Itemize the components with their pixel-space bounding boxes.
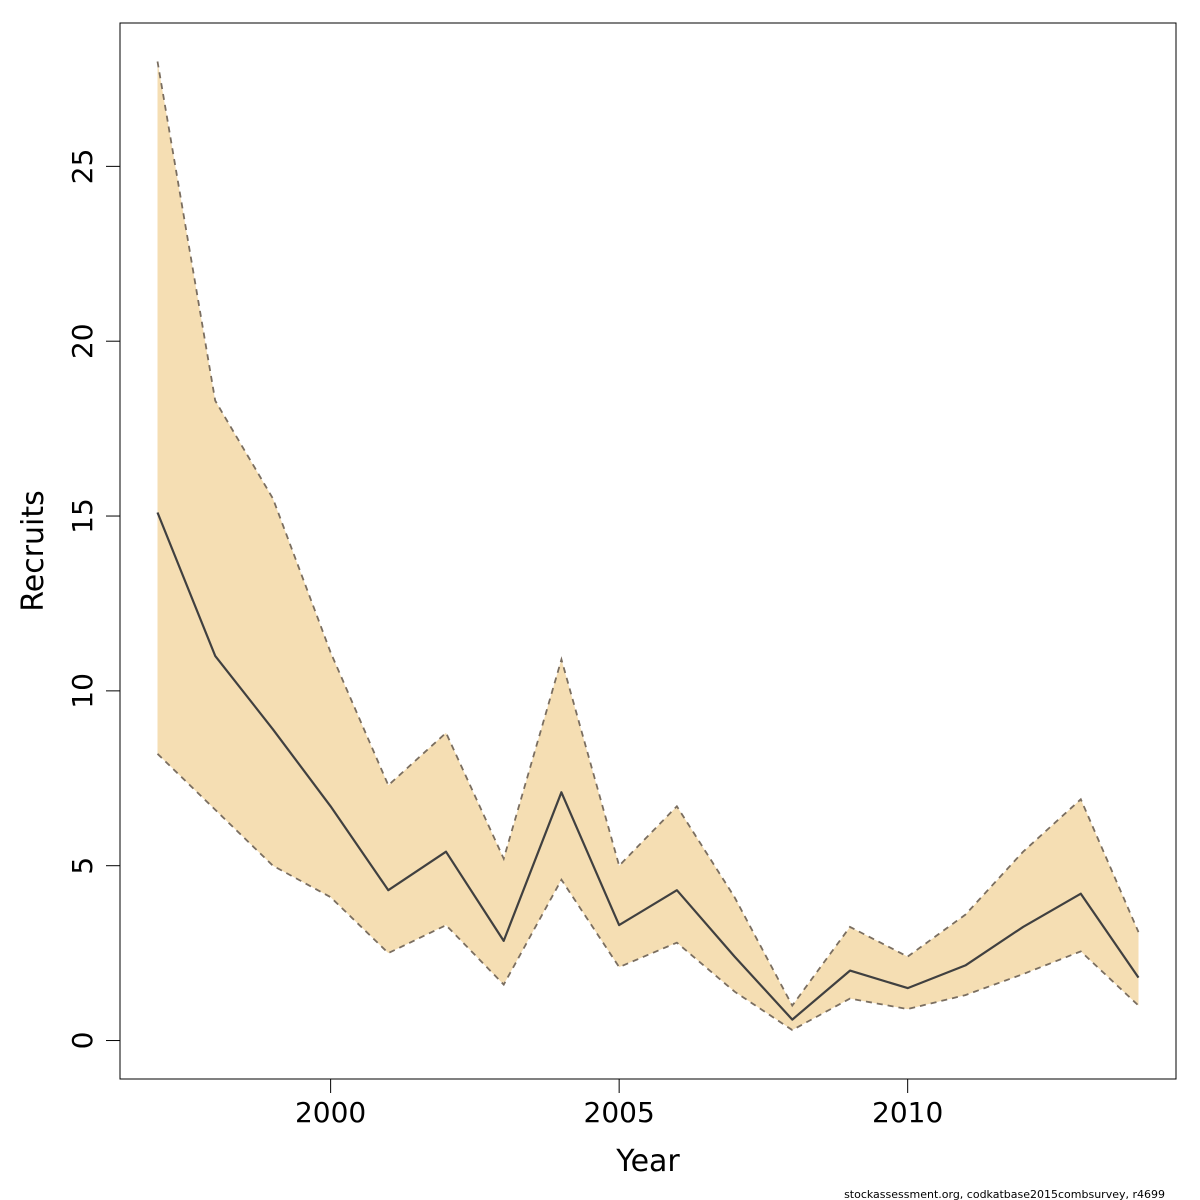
y-tick-label: 15 (66, 498, 99, 534)
upper-bound-line (156, 61, 1140, 1008)
y-tick-label: 0 (66, 1032, 99, 1050)
confidence-band (157, 61, 1139, 1030)
x-axis: 2000 2005 2010 (295, 1078, 943, 1129)
y-axis: 0 5 10 15 20 25 (66, 149, 121, 1050)
x-tick-label: 2005 (584, 1096, 655, 1129)
y-tick-label: 20 (66, 323, 99, 359)
y-tick-label: 5 (66, 857, 99, 875)
x-tick-label: 2000 (295, 1096, 366, 1129)
lower-bound-line (156, 753, 1140, 1032)
estimate-line (156, 512, 1140, 1021)
y-axis-title: Recruits (16, 490, 51, 612)
x-tick-label: 2010 (872, 1096, 943, 1129)
footnote: stockassessment.org, codkatbase2015combs… (844, 1188, 1165, 1200)
y-tick-label: 25 (66, 149, 99, 185)
y-tick-label: 10 (66, 673, 99, 709)
x-axis-title: Year (615, 1144, 680, 1179)
confidence-band-layer (156, 61, 1140, 1032)
series-line-layer (156, 512, 1140, 1021)
